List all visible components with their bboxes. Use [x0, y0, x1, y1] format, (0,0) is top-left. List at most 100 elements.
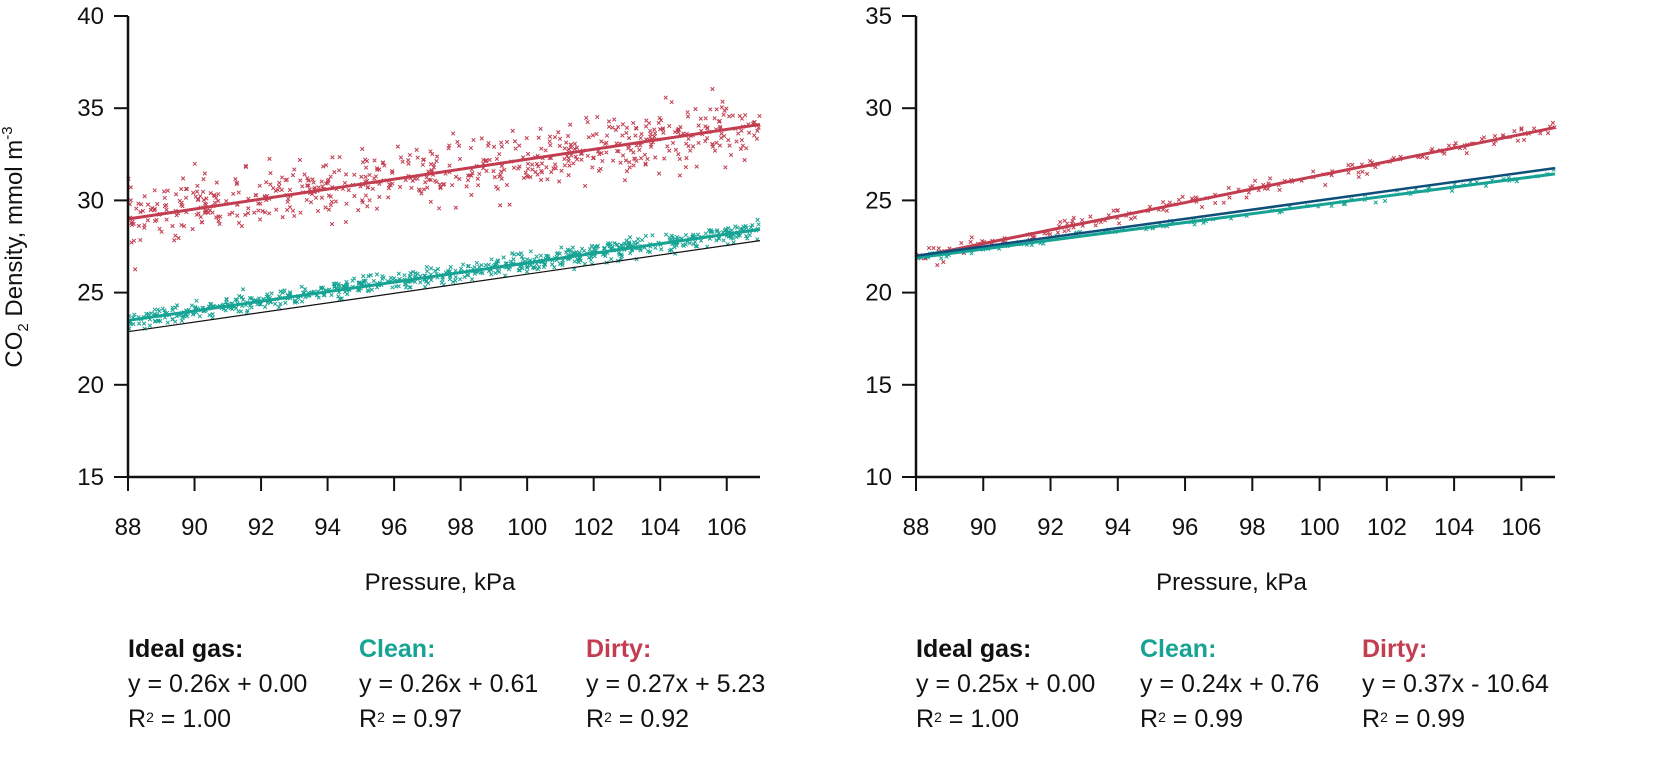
dirty-point — [323, 163, 329, 168]
dirty-point — [639, 131, 644, 137]
dirty-point — [192, 161, 197, 166]
dirty-point — [129, 222, 135, 228]
dirty-point — [1545, 130, 1551, 136]
dirty-point — [726, 137, 731, 143]
dirty-point — [719, 105, 724, 110]
clean-point — [350, 278, 355, 283]
dirty-point — [1062, 229, 1067, 234]
dirty-point — [1055, 230, 1061, 235]
dirty-point — [549, 169, 554, 175]
dirty-point — [1065, 221, 1070, 226]
dirty-point — [618, 160, 623, 165]
dirty-point — [571, 161, 576, 166]
clean-point — [489, 272, 494, 277]
clean-point — [466, 272, 471, 278]
legend-ideal-name: Ideal gas: — [128, 635, 244, 663]
dirty-point — [598, 166, 603, 172]
clean-point — [316, 295, 321, 300]
dirty-point — [652, 134, 657, 139]
dirty-point — [533, 169, 538, 175]
dirty-point — [661, 130, 666, 135]
dirty-point — [574, 157, 580, 162]
dirty-point — [173, 192, 179, 197]
clean-point — [501, 255, 506, 260]
dirty-point — [1111, 208, 1116, 213]
dirty-point — [360, 200, 365, 205]
dirty-point — [631, 163, 636, 168]
dirty-point — [665, 144, 670, 149]
dirty-point — [206, 210, 211, 215]
dirty-point — [633, 133, 638, 138]
x-tick-label: 96 — [1172, 514, 1199, 541]
dirty-point — [475, 176, 480, 181]
dirty-point — [499, 169, 504, 174]
dirty-point — [627, 165, 632, 170]
dirty-point — [739, 137, 745, 143]
dirty-point — [292, 213, 297, 219]
dirty-point — [231, 191, 236, 197]
clean-point — [568, 249, 573, 254]
dirty-point — [739, 128, 744, 133]
dirty-point — [727, 143, 732, 148]
dirty-point — [698, 116, 703, 121]
dirty-point — [224, 198, 229, 204]
legend-dirty-r2: R2 = 0.99 — [1362, 705, 1466, 733]
dirty-point — [620, 133, 625, 138]
dirty-point — [497, 174, 502, 179]
dirty-point — [256, 208, 261, 213]
dirty-point — [243, 163, 248, 169]
legend-ideal-name: Ideal gas: — [916, 635, 1032, 663]
dirty-point — [491, 144, 497, 149]
dirty-point — [624, 125, 630, 130]
clean-point — [331, 281, 336, 287]
dirty-point — [434, 179, 439, 185]
dirty-point — [566, 173, 571, 178]
clean-point — [541, 264, 547, 270]
clean-point — [1449, 188, 1455, 193]
clean-point — [128, 322, 133, 327]
clean-point — [469, 277, 475, 282]
legend-dirty-equation: y = 0.27x + 5.23 — [586, 670, 766, 698]
x-tick-label: 98 — [1239, 514, 1266, 541]
clean-point — [240, 287, 246, 292]
dirty-point — [267, 156, 272, 161]
dirty-point — [415, 155, 420, 160]
dirty-point — [337, 154, 342, 160]
dirty-point — [727, 114, 732, 119]
clean-point — [535, 266, 541, 272]
dirty-point — [290, 173, 296, 178]
dirty-point — [572, 141, 578, 146]
ideal-line — [127, 240, 761, 333]
dirty-point — [1088, 214, 1093, 219]
y-tick-label: 35 — [77, 95, 104, 122]
dirty-point — [1464, 151, 1469, 156]
y-tick-label: 15 — [865, 372, 892, 399]
dirty-point — [298, 210, 303, 215]
dirty-point — [613, 127, 619, 133]
dirty-point — [606, 124, 612, 129]
x-tick-label: 102 — [1367, 514, 1407, 541]
dirty-point — [620, 122, 626, 127]
dirty-point — [1430, 146, 1435, 152]
clean-point — [396, 271, 401, 276]
dirty-point — [568, 145, 574, 150]
dirty-point — [464, 184, 469, 189]
dirty-point — [292, 167, 297, 172]
dirty-point — [675, 128, 680, 133]
dirty-point — [552, 134, 558, 140]
clean-point — [450, 279, 456, 285]
clean-point — [617, 252, 622, 257]
clean-point — [173, 305, 178, 310]
dirty-point — [712, 148, 718, 153]
dirty-point — [328, 202, 333, 208]
clean-point — [619, 254, 625, 259]
dirty-point — [363, 193, 369, 198]
dirty-point — [217, 221, 222, 227]
dirty-point — [164, 207, 169, 212]
clean-point — [494, 260, 499, 265]
clean-point — [489, 257, 494, 262]
dirty-point — [216, 198, 221, 204]
clean-point — [479, 262, 484, 268]
dirty-point — [499, 140, 504, 145]
clean-point — [165, 320, 170, 325]
